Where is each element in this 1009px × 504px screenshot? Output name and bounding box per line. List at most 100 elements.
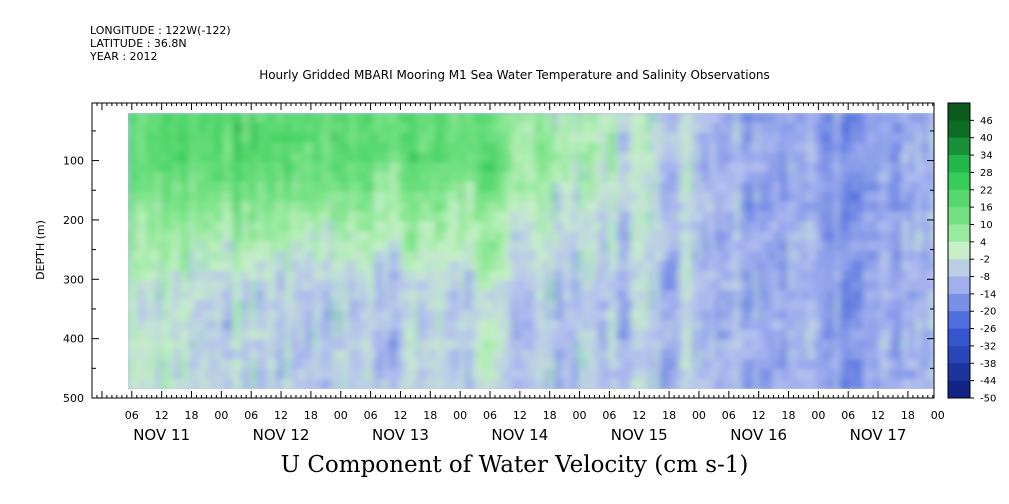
field-cell [606, 162, 613, 173]
field-cell [668, 270, 674, 282]
field-cell [772, 142, 779, 154]
field-cell [156, 142, 162, 154]
field-cell [720, 211, 726, 223]
field-cell [308, 260, 314, 272]
field-cell [350, 329, 357, 341]
field-cell [402, 320, 409, 331]
field-cell [867, 132, 873, 144]
field-cell [768, 201, 774, 213]
field-cell [768, 349, 774, 361]
field-cell [877, 280, 883, 292]
field-cell [459, 113, 466, 124]
field-cell [867, 320, 873, 331]
field-cell [711, 211, 717, 223]
field-cell [455, 142, 461, 154]
field-cell [848, 300, 854, 311]
field-cell [146, 251, 153, 262]
field-cell [175, 231, 181, 242]
field-cell [801, 359, 807, 370]
field-cell [426, 241, 433, 252]
field-cell [696, 329, 703, 341]
field-cell [450, 122, 456, 134]
field-cell [787, 320, 793, 331]
field-cell [355, 379, 361, 389]
field-cell [801, 152, 807, 163]
field-cell [573, 231, 580, 242]
field-cell [839, 132, 845, 144]
field-cell [488, 280, 494, 292]
field-cell [597, 310, 603, 321]
field-cell [365, 379, 371, 389]
field-cell [606, 211, 613, 223]
field-cell [289, 300, 295, 311]
field-cell [455, 349, 461, 361]
field-cell [218, 201, 224, 213]
field-cell [227, 191, 233, 203]
field-cell [459, 260, 466, 272]
field-cell [402, 132, 409, 144]
field-cell [787, 132, 793, 144]
field-cell [640, 122, 646, 134]
field-cell [260, 221, 267, 232]
field-cell [896, 211, 902, 223]
field-cell [592, 162, 598, 173]
field-cell [497, 320, 504, 331]
field-cell [839, 211, 845, 223]
field-cell [379, 339, 385, 351]
field-cell [189, 122, 195, 134]
field-cell [772, 122, 779, 134]
field-cell [791, 132, 798, 144]
field-cell [180, 339, 186, 351]
field-cell [374, 122, 380, 134]
field-cell [241, 270, 248, 282]
field-cell [625, 359, 632, 370]
field-cell [706, 191, 712, 203]
field-cell [549, 329, 556, 341]
field-cell [502, 290, 508, 301]
field-cell [488, 270, 494, 282]
field-cell [886, 162, 892, 173]
field-cell [772, 182, 779, 193]
field-cell [862, 201, 869, 213]
field-cell [355, 162, 361, 173]
field-cell [549, 320, 556, 331]
field-cell [369, 152, 376, 163]
field-cell [407, 260, 414, 272]
field-cell [246, 211, 252, 223]
field-cell [184, 142, 191, 154]
field-cell [858, 379, 864, 389]
field-cell [692, 359, 698, 370]
field-cell [621, 152, 627, 163]
field-cell [445, 122, 451, 134]
field-cell [692, 260, 698, 272]
field-cell [915, 260, 921, 272]
field-cell [625, 349, 632, 361]
field-cell [891, 339, 897, 351]
field-cell [929, 172, 934, 183]
field-cell [659, 231, 665, 242]
field-cell [597, 359, 603, 370]
field-cell [521, 300, 527, 311]
field-cell [407, 379, 414, 389]
field-cell [308, 211, 314, 223]
field-cell [725, 113, 731, 124]
field-cell [208, 270, 214, 282]
field-cell [521, 162, 527, 173]
field-cell [805, 300, 812, 311]
field-cell [213, 182, 219, 193]
field-cell [180, 349, 186, 361]
field-cell [772, 162, 779, 173]
field-cell [782, 231, 788, 242]
field-cell [293, 260, 300, 272]
field-cell [421, 300, 428, 311]
field-cell [308, 122, 314, 134]
field-cell [402, 251, 409, 262]
field-cell [677, 211, 684, 223]
field-cell [512, 162, 518, 173]
field-cell [497, 113, 504, 124]
field-cell [289, 359, 295, 370]
field-cell [929, 329, 934, 341]
field-cell [787, 211, 793, 223]
field-cell [161, 310, 167, 321]
field-cell [692, 379, 698, 389]
